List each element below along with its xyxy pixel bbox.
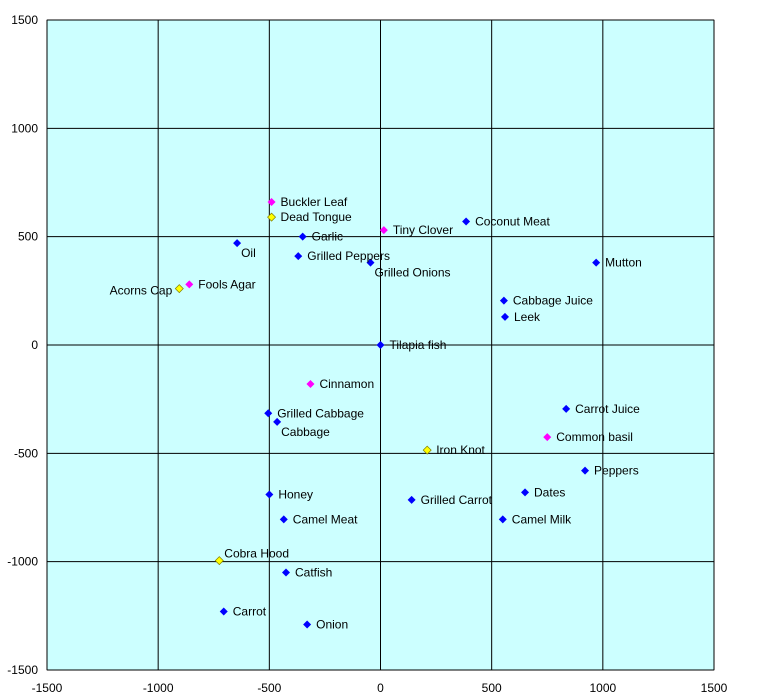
data-point (174, 284, 184, 294)
data-point (279, 515, 288, 524)
point-label: Tiny Clover (393, 223, 453, 237)
y-tick-label: -500 (14, 446, 38, 460)
point-label: Grilled Cabbage (277, 406, 364, 420)
x-tick-label: -1000 (143, 681, 174, 695)
data-points (174, 198, 601, 629)
x-tick-label: 1500 (701, 681, 728, 695)
data-point (303, 620, 312, 629)
y-tick-label: 0 (31, 338, 38, 352)
point-label: Tilapia fish (390, 338, 447, 352)
data-point (462, 217, 471, 226)
data-point (185, 280, 194, 289)
point-label: Grilled Peppers (307, 249, 390, 263)
point-label: Camel Meat (293, 512, 358, 526)
x-tick-label: -1500 (32, 681, 63, 695)
point-label: Dead Tongue (281, 210, 353, 224)
point-label: Buckler Leaf (281, 195, 348, 209)
point-label: Carrot Juice (575, 402, 640, 416)
point-label: Common basil (556, 430, 633, 444)
data-point (273, 417, 282, 426)
y-axis-tick-labels: -1500 -1000 -500 0 500 1000 1500 (7, 13, 38, 677)
x-tick-label: 0 (377, 681, 384, 695)
point-label: Cobra Hood (224, 547, 289, 561)
x-tick-label: -500 (257, 681, 281, 695)
point-label: Carrot (233, 605, 267, 619)
point-label: Cinnamon (319, 377, 374, 391)
data-point (294, 252, 303, 261)
data-point (306, 380, 315, 388)
data-point (264, 409, 273, 418)
y-tick-label: 500 (18, 230, 38, 244)
point-label: Oil (241, 246, 256, 260)
data-point (543, 433, 552, 442)
point-label: Mutton (605, 256, 642, 270)
data-point (219, 607, 228, 616)
point-label: Garlic (312, 230, 343, 244)
point-label: Grilled Carrot (421, 493, 493, 507)
data-point (407, 495, 416, 504)
point-label: Onion (316, 618, 348, 632)
data-point (214, 556, 224, 566)
data-point (282, 568, 291, 577)
data-point (233, 239, 242, 248)
data-point (499, 296, 508, 305)
point-label: Grilled Onions (374, 266, 450, 280)
x-tick-label: 500 (482, 681, 502, 695)
y-tick-label: 1000 (11, 121, 38, 135)
point-label: Peppers (594, 464, 639, 478)
data-point (376, 341, 385, 349)
data-point (366, 258, 375, 267)
data-point (298, 232, 307, 241)
data-point (592, 258, 601, 267)
x-tick-label: 1000 (589, 681, 616, 695)
data-point (265, 490, 274, 499)
point-label: Cabbage (281, 425, 330, 439)
data-point (267, 198, 276, 206)
y-tick-label: -1000 (7, 555, 38, 569)
point-label: Iron Knot (436, 443, 485, 457)
data-point (562, 404, 571, 413)
x-axis-tick-labels: -1500 -1000 -500 0 500 1000 1500 (32, 681, 728, 695)
point-label: Dates (534, 485, 565, 499)
point-label: Honey (278, 488, 313, 502)
point-label: Cabbage Juice (513, 294, 593, 308)
data-point (379, 226, 388, 235)
point-label: Catfish (295, 566, 332, 580)
y-tick-label: 1500 (11, 13, 38, 27)
data-point (422, 445, 432, 455)
data-point (501, 312, 510, 321)
data-point (267, 212, 277, 222)
data-point (498, 515, 507, 524)
data-point (521, 488, 530, 497)
data-point (581, 466, 590, 475)
point-label: Acorns Cap (110, 284, 173, 298)
point-label: Coconut Meat (475, 215, 550, 229)
point-label: Camel Milk (512, 512, 572, 526)
gridlines (46, 19, 715, 671)
point-label: Leek (514, 310, 541, 324)
y-tick-label: -1500 (7, 663, 38, 677)
point-label: Fools Agar (198, 277, 255, 291)
